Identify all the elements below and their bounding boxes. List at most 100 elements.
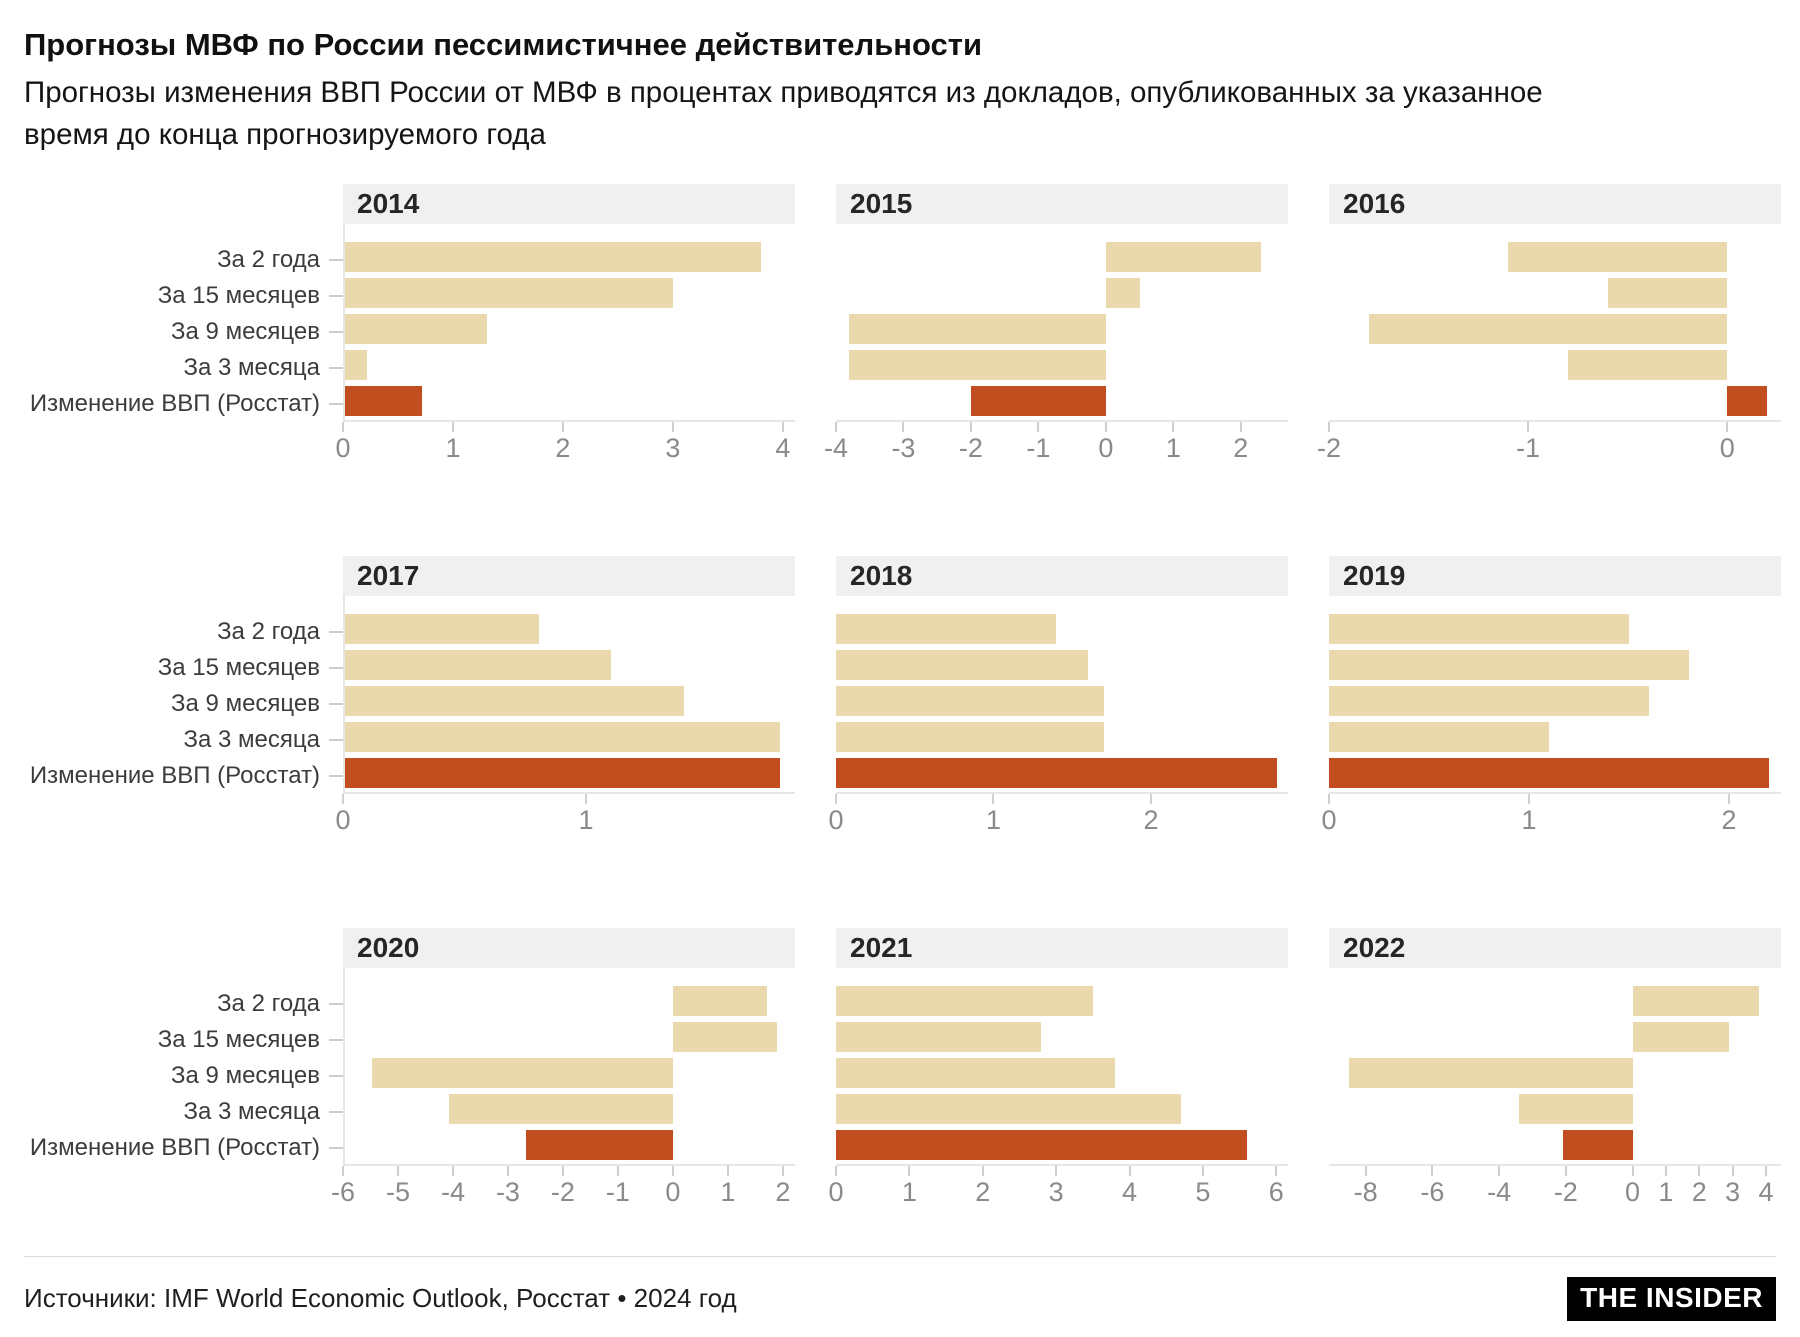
page-title: Прогнозы МВФ по России пессимистичнее де… — [24, 27, 983, 62]
forecast-bar — [345, 649, 612, 680]
category-tick — [329, 702, 343, 705]
actual-bar — [1562, 1129, 1633, 1160]
axis-tick — [1698, 1165, 1701, 1176]
category-label-text: За 2 года — [217, 617, 320, 645]
axis-tick-label: 0 — [665, 1176, 681, 1207]
axis-tick — [1728, 793, 1730, 804]
axis-tick-label: 0 — [828, 804, 844, 835]
forecast-bar — [1508, 241, 1728, 272]
axis-tick-label: -3 — [891, 432, 916, 463]
category-label-text: За 9 месяцев — [171, 317, 320, 345]
forecast-bar — [345, 613, 539, 644]
axis-tick — [342, 1165, 344, 1176]
category-label-text: За 3 месяца — [183, 353, 320, 381]
plot-area — [1329, 224, 1781, 422]
panel-header: 2014 — [343, 183, 795, 224]
category-labels: За 2 года За 15 месяцев За 9 месяцев За 3 м… — [24, 556, 343, 836]
forecast-bar — [1607, 277, 1728, 308]
forecast-bar — [372, 1057, 674, 1088]
forecast-bar — [345, 721, 781, 752]
axis-tick — [342, 793, 344, 804]
category-tick — [329, 666, 343, 669]
forecast-bar — [345, 349, 367, 380]
actual-bar — [525, 1129, 674, 1160]
axis-tick — [1104, 421, 1107, 432]
forecast-bar — [1519, 1093, 1633, 1124]
category-label: Изменение ВВП (Росстат) — [24, 386, 343, 422]
axis-tick-label: 3 — [665, 432, 681, 463]
axis-tick — [1431, 1165, 1434, 1176]
axis-tick-label: 0 — [335, 804, 351, 835]
panel-2021: 2021 0 1 2 3 4 5 6 — [828, 927, 1288, 1208]
forecast-bar — [1329, 649, 1689, 680]
panel-2019: 2019 0 1 2 — [1321, 555, 1781, 836]
axis-tick — [1498, 1165, 1501, 1176]
panel-2017: 2017 0 1 — [335, 555, 795, 836]
forecast-bar — [1105, 277, 1140, 308]
actual-bar — [1727, 385, 1768, 416]
chart-row: За 2 года За 15 месяцев За 9 месяцев За 3 м… — [24, 927, 1781, 1208]
axis-tick-label: -2 — [1553, 1176, 1578, 1207]
axis-tick-label: 1 — [1165, 432, 1181, 463]
axis-tick — [902, 421, 905, 432]
category-tick — [329, 1002, 343, 1005]
axis-tick-label: -6 — [1420, 1176, 1445, 1207]
plot-area — [836, 224, 1288, 422]
forecast-bar — [1632, 985, 1760, 1016]
category-tick — [329, 1110, 343, 1113]
axis-tick-label: 2 — [1691, 1176, 1707, 1207]
axis-tick-label: -2 — [958, 432, 983, 463]
forecast-bar — [849, 313, 1106, 344]
axis-tick — [781, 1165, 784, 1176]
panels-row: 2017 0 1 2018 0 1 2 2019 0 1 2 — [335, 555, 1781, 836]
footer: Источники: IMF World Economic Outlook, Р… — [24, 1255, 1776, 1337]
forecast-bar — [1105, 241, 1261, 272]
axis-tick — [1128, 1165, 1131, 1176]
category-label: За 2 года — [24, 242, 343, 278]
category-label: За 15 месяцев — [24, 278, 343, 314]
year-label: 2020 — [357, 931, 420, 963]
category-label-text: За 15 месяцев — [157, 1025, 320, 1053]
the-insider-logo: THE INSIDER — [1567, 1276, 1776, 1321]
axis-tick — [585, 793, 587, 804]
category-label: За 3 месяца — [24, 350, 343, 386]
axis-tick — [835, 793, 837, 804]
actual-bar — [836, 1129, 1247, 1160]
forecast-bar — [849, 349, 1106, 380]
axis-tick-label: 2 — [555, 432, 571, 463]
forecast-bar — [345, 313, 488, 344]
category-tick — [329, 330, 343, 333]
axis-tick-label: 1 — [1521, 804, 1537, 835]
category-label: За 9 месяцев — [24, 314, 343, 350]
axis-tick-label: -3 — [495, 1176, 520, 1207]
axis-tick-label: -2 — [1316, 432, 1342, 463]
axis-tick — [726, 1165, 729, 1176]
axis-tick — [451, 421, 454, 432]
axis-tick — [561, 1165, 564, 1176]
plot-area — [343, 595, 795, 794]
axis-tick — [1172, 421, 1175, 432]
forecast-bar — [836, 721, 1104, 752]
axis-tick — [506, 1165, 509, 1176]
forecast-bar — [345, 685, 684, 716]
category-label-text: Изменение ВВП (Росстат) — [29, 1133, 320, 1161]
category-labels: За 2 года За 15 месяцев За 9 месяцев За 3 м… — [24, 928, 343, 1208]
axis-tick — [561, 421, 564, 432]
axis-tick-label: -6 — [330, 1176, 356, 1207]
axis-tick-label: 1 — [1658, 1176, 1674, 1207]
axis-tick-label: -4 — [440, 1176, 465, 1207]
axis-tick — [1149, 793, 1152, 804]
category-label-text: За 9 месяцев — [171, 1061, 320, 1089]
forecast-bar — [1632, 1021, 1730, 1052]
axis-tick-label: -1 — [1026, 432, 1051, 463]
plot-area — [836, 596, 1288, 794]
category-tick — [329, 1074, 343, 1077]
x-axis: 0 1 2 3 4 5 6 — [828, 1165, 1288, 1208]
axis-tick — [1731, 1165, 1734, 1176]
axis-tick — [1055, 1165, 1058, 1176]
panel-header: 2021 — [836, 927, 1288, 968]
x-axis: -2 -1 0 — [1317, 421, 1781, 464]
forecast-bar — [1349, 1057, 1633, 1088]
source-note: Источники: IMF World Economic Outlook, Р… — [24, 1283, 737, 1314]
